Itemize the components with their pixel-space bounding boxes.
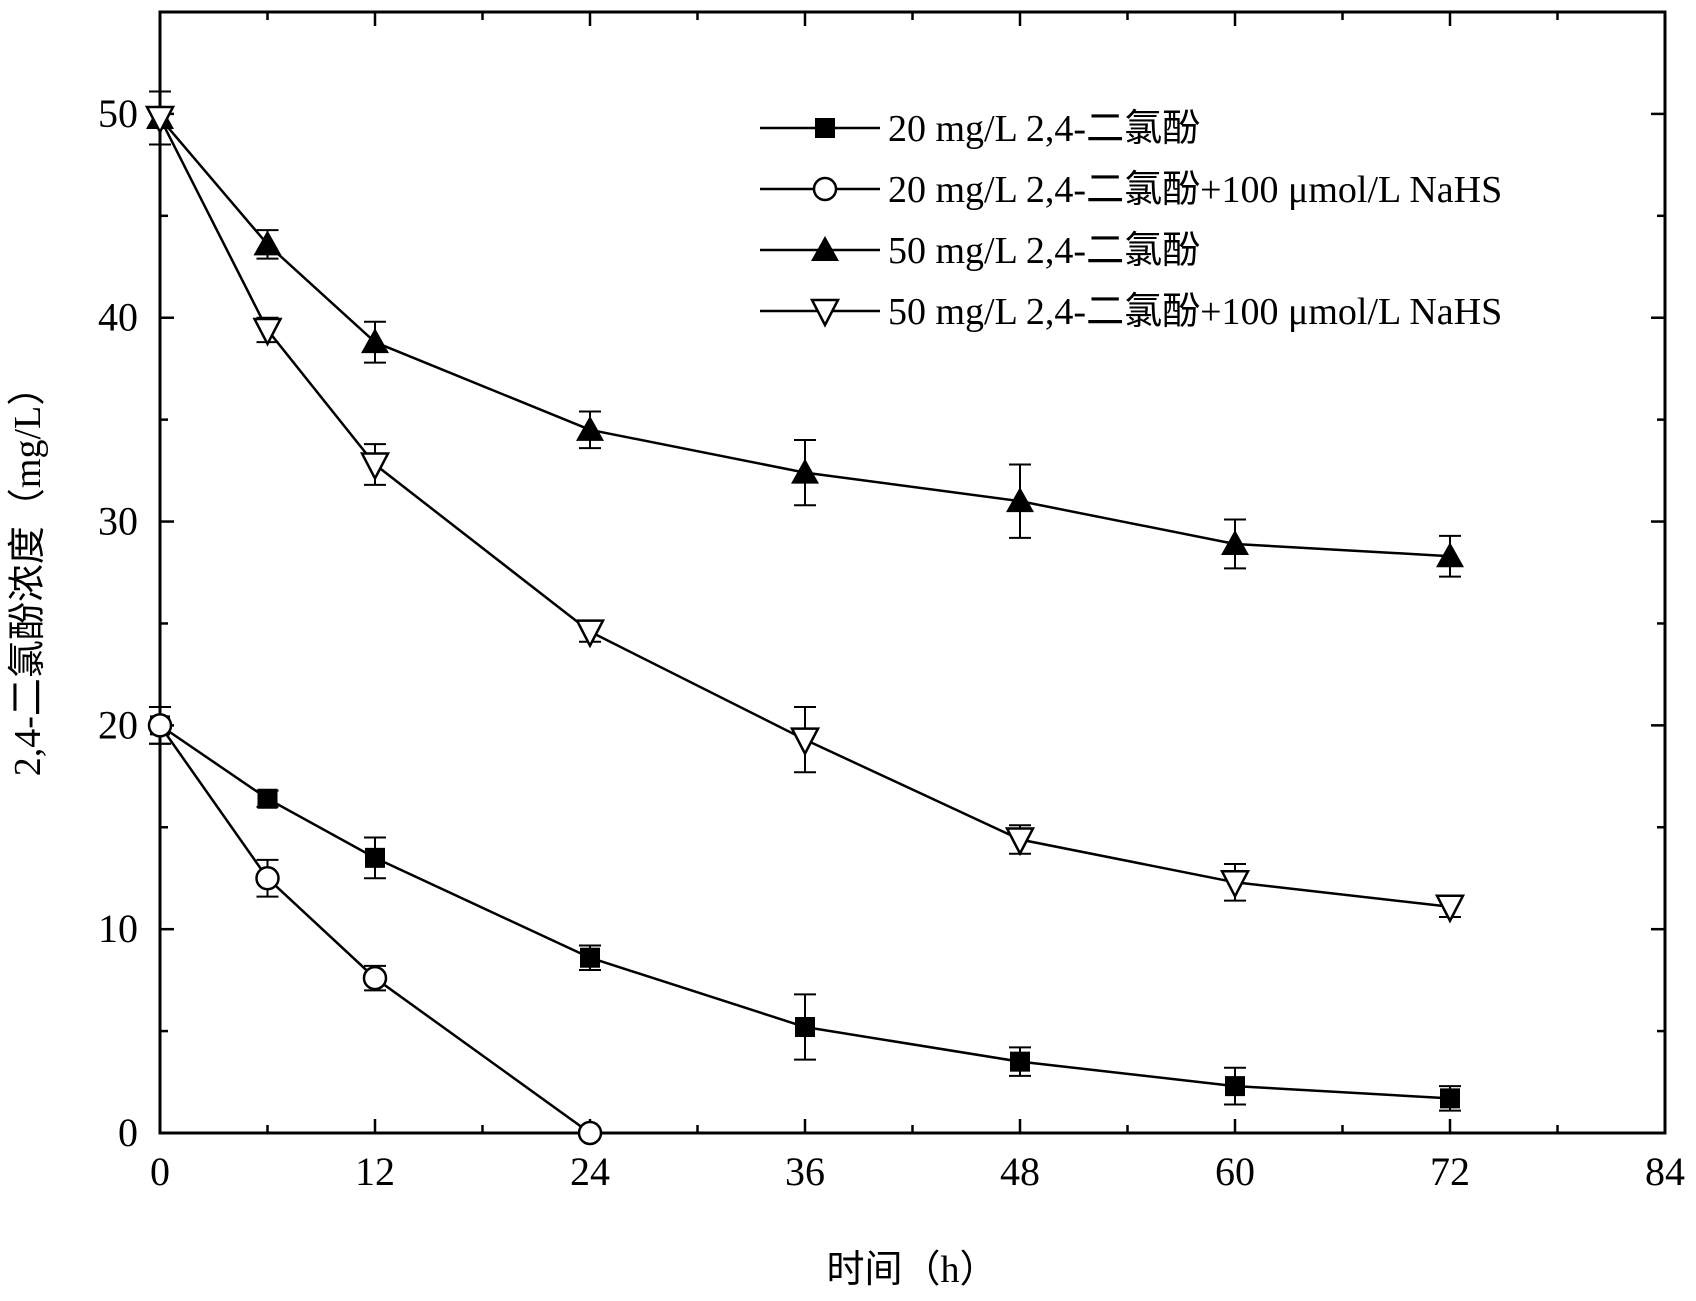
data-point: [1004, 827, 1036, 857]
data-point: [1434, 894, 1466, 924]
y-axis-label: 2,4-二氯酚浓度（mg/L）: [7, 368, 49, 776]
data-point: [795, 1017, 815, 1038]
y-tick-label: 30: [98, 499, 138, 544]
x-tick-label: 72: [1430, 1149, 1470, 1194]
series-line: [159, 724, 1451, 1100]
data-point: [257, 788, 278, 809]
x-tick-label: 60: [1215, 1149, 1255, 1194]
x-tick-labels: 0 12 24 36 48 60 72 84: [150, 1149, 1685, 1194]
series-4: [144, 90, 1466, 924]
data-point: [1221, 529, 1249, 555]
data-point: [252, 317, 283, 347]
data-point: [1219, 870, 1251, 900]
data-point: [361, 328, 389, 354]
x-tick-label: 36: [785, 1149, 825, 1194]
data-point: [1010, 1051, 1030, 1072]
series-1: [149, 706, 1461, 1112]
data-point: [1225, 1076, 1245, 1097]
legend-label: 50 mg/L 2,4-二氯酚: [888, 230, 1200, 272]
legend-marker: [809, 298, 841, 328]
legend-item-4: 50 mg/L 2,4-二氯酚+100 μmol/L NaHS: [760, 291, 1502, 333]
data-point: [580, 947, 600, 968]
x-tick-label: 84: [1645, 1149, 1685, 1194]
data-point: [255, 865, 280, 891]
y-tick-label: 40: [98, 295, 138, 340]
legend-item-2: 20 mg/L 2,4-二氯酚+100 μmol/L NaHS: [760, 169, 1502, 211]
legend-marker: [812, 176, 838, 202]
series-line: [158, 724, 591, 1135]
y-tick-labels: 0 10 20 30 40 50: [98, 91, 138, 1155]
data-point: [359, 452, 391, 482]
data-point: [574, 619, 606, 649]
y-tick-label: 0: [118, 1110, 138, 1155]
axis-ticks: [158, 10, 1667, 1135]
legend-item-1: 20 mg/L 2,4-二氯酚: [760, 108, 1200, 150]
data-point: [1436, 542, 1464, 568]
series-3: [146, 90, 1464, 578]
legend-label: 20 mg/L 2,4-二氯酚+100 μmol/L NaHS: [888, 169, 1502, 211]
series-line: [159, 117, 1451, 558]
legend-label: 20 mg/L 2,4-二氯酚: [888, 108, 1200, 150]
data-point: [147, 713, 173, 738]
y-tick-label: 20: [98, 702, 138, 747]
series-2: [147, 706, 603, 1146]
legend-label: 50 mg/L 2,4-二氯酚+100 μmol/L NaHS: [888, 291, 1502, 333]
x-tick-label: 12: [355, 1149, 395, 1194]
x-tick-label: 0: [150, 1149, 170, 1194]
series-layer: [144, 90, 1466, 1146]
series-line: [158, 117, 1451, 909]
data-point: [362, 965, 388, 991]
data-point: [1006, 487, 1034, 513]
x-tick-label: 48: [1000, 1149, 1040, 1194]
data-point: [791, 458, 819, 484]
data-point: [365, 847, 385, 868]
data-point: [1440, 1088, 1460, 1109]
x-tick-label: 24: [570, 1149, 610, 1194]
legend-marker: [811, 236, 839, 261]
data-point: [144, 105, 176, 135]
data-point: [576, 415, 604, 441]
data-point: [577, 1120, 603, 1146]
y-tick-label: 50: [98, 91, 138, 136]
data-point: [789, 727, 821, 757]
x-axis-label: 时间（h）: [826, 1249, 997, 1291]
data-point: [253, 230, 282, 256]
legend-marker: [815, 118, 835, 138]
legend-item-3: 50 mg/L 2,4-二氯酚: [760, 230, 1200, 272]
legend: 20 mg/L 2,4-二氯酚 20 mg/L 2,4-二氯酚+100 μmol/…: [760, 108, 1502, 333]
y-tick-label: 10: [98, 906, 138, 951]
